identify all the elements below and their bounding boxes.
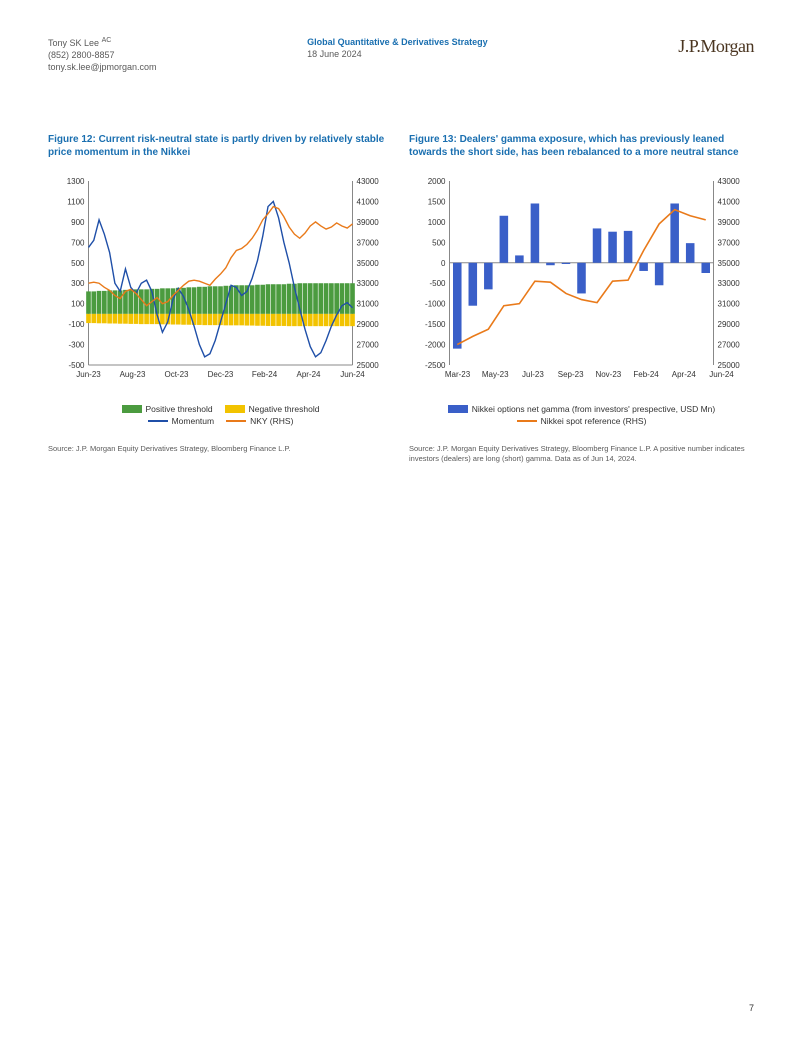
legend-spot: Nikkei spot reference (RHS) xyxy=(517,416,647,426)
svg-text:Sep-23: Sep-23 xyxy=(558,370,584,379)
svg-text:Feb-24: Feb-24 xyxy=(252,370,278,379)
dept-title: Global Quantitative & Derivatives Strate… xyxy=(307,36,488,48)
svg-text:Feb-24: Feb-24 xyxy=(633,370,659,379)
svg-text:Jun-23: Jun-23 xyxy=(76,370,101,379)
svg-text:1300: 1300 xyxy=(67,177,85,186)
author-name: Tony SK Lee xyxy=(48,38,99,48)
svg-text:-300: -300 xyxy=(68,341,85,350)
svg-text:-2000: -2000 xyxy=(425,341,446,350)
report-date: 18 June 2024 xyxy=(307,48,488,60)
svg-text:Dec-23: Dec-23 xyxy=(208,370,234,379)
figure-13-legend: Nikkei options net gamma (from investors… xyxy=(409,404,754,426)
svg-text:39000: 39000 xyxy=(718,218,741,227)
svg-text:-100: -100 xyxy=(68,321,85,330)
figure-12: Figure 12: Current risk-neutral state is… xyxy=(48,133,393,464)
svg-text:Nov-23: Nov-23 xyxy=(595,370,621,379)
figure-13: Figure 13: Dealers' gamma exposure, whic… xyxy=(409,133,754,464)
figure-12-source: Source: J.P. Morgan Equity Derivatives S… xyxy=(48,444,393,454)
svg-text:27000: 27000 xyxy=(718,341,741,350)
svg-text:1100: 1100 xyxy=(67,198,85,207)
legend-nky: NKY (RHS) xyxy=(226,416,293,426)
header-author-block: Tony SK Lee AC (852) 2800-8857 tony.sk.l… xyxy=(48,36,157,73)
svg-text:41000: 41000 xyxy=(357,198,380,207)
figure-13-source: Source: J.P. Morgan Equity Derivatives S… xyxy=(409,444,754,464)
svg-text:-1000: -1000 xyxy=(425,300,446,309)
svg-text:900: 900 xyxy=(71,218,85,227)
svg-text:43000: 43000 xyxy=(357,177,380,186)
author-phone: (852) 2800-8857 xyxy=(48,49,157,61)
figure-12-title: Figure 12: Current risk-neutral state is… xyxy=(48,133,393,163)
svg-text:0: 0 xyxy=(441,259,446,268)
svg-text:1000: 1000 xyxy=(428,218,446,227)
svg-text:Apr-24: Apr-24 xyxy=(672,370,697,379)
svg-text:31000: 31000 xyxy=(357,300,380,309)
svg-text:-2500: -2500 xyxy=(425,361,446,370)
svg-text:-500: -500 xyxy=(429,280,446,289)
author-email: tony.sk.lee@jpmorgan.com xyxy=(48,61,157,73)
page-header: Tony SK Lee AC (852) 2800-8857 tony.sk.l… xyxy=(48,36,754,73)
legend-negative: Negative threshold xyxy=(225,404,320,414)
figure-12-chart: -500 -300 -100 100 300 500 700 900 1100 1300 25000… xyxy=(48,175,393,395)
svg-text:37000: 37000 xyxy=(357,239,380,248)
page-number: 7 xyxy=(749,1003,754,1013)
svg-text:39000: 39000 xyxy=(357,218,380,227)
svg-text:25000: 25000 xyxy=(718,361,741,370)
legend-gamma: Nikkei options net gamma (from investors… xyxy=(448,404,715,414)
svg-text:37000: 37000 xyxy=(718,239,741,248)
svg-text:100: 100 xyxy=(71,300,85,309)
svg-text:Aug-23: Aug-23 xyxy=(120,370,146,379)
figures-row: Figure 12: Current risk-neutral state is… xyxy=(48,133,754,464)
author-suffix: AC xyxy=(102,37,112,44)
svg-text:Apr-24: Apr-24 xyxy=(296,370,321,379)
svg-text:27000: 27000 xyxy=(357,341,380,350)
svg-text:Jul-23: Jul-23 xyxy=(522,370,544,379)
legend-positive: Positive threshold xyxy=(122,404,213,414)
svg-text:41000: 41000 xyxy=(718,198,741,207)
svg-text:43000: 43000 xyxy=(718,177,741,186)
svg-text:31000: 31000 xyxy=(718,300,741,309)
svg-text:-500: -500 xyxy=(68,361,85,370)
svg-text:Jun-24: Jun-24 xyxy=(709,370,734,379)
svg-text:1500: 1500 xyxy=(428,198,446,207)
svg-text:33000: 33000 xyxy=(718,280,741,289)
figure-13-chart: -2500 -2000 -1500 -1000 -500 0 500 1000 1500 2000… xyxy=(409,175,754,395)
brand-logo: J.P.Morgan xyxy=(678,36,754,57)
header-dept-block: Global Quantitative & Derivatives Strate… xyxy=(307,36,488,60)
svg-text:Mar-23: Mar-23 xyxy=(445,370,471,379)
svg-text:25000: 25000 xyxy=(357,361,380,370)
svg-text:2000: 2000 xyxy=(428,177,446,186)
svg-text:35000: 35000 xyxy=(718,259,741,268)
legend-momentum: Momentum xyxy=(148,416,215,426)
svg-text:500: 500 xyxy=(432,239,446,248)
svg-text:-1500: -1500 xyxy=(425,321,446,330)
svg-text:29000: 29000 xyxy=(357,321,380,330)
svg-text:33000: 33000 xyxy=(357,280,380,289)
svg-text:300: 300 xyxy=(71,280,85,289)
figure-13-title: Figure 13: Dealers' gamma exposure, whic… xyxy=(409,133,754,163)
svg-text:Jun-24: Jun-24 xyxy=(340,370,365,379)
svg-text:Oct-23: Oct-23 xyxy=(164,370,189,379)
svg-text:May-23: May-23 xyxy=(482,370,509,379)
svg-text:29000: 29000 xyxy=(718,321,741,330)
figure-12-legend: Positive threshold Negative threshold Mo… xyxy=(48,404,393,426)
svg-text:500: 500 xyxy=(71,259,85,268)
svg-text:700: 700 xyxy=(71,239,85,248)
svg-text:35000: 35000 xyxy=(357,259,380,268)
page: Tony SK Lee AC (852) 2800-8857 tony.sk.l… xyxy=(0,0,802,1037)
